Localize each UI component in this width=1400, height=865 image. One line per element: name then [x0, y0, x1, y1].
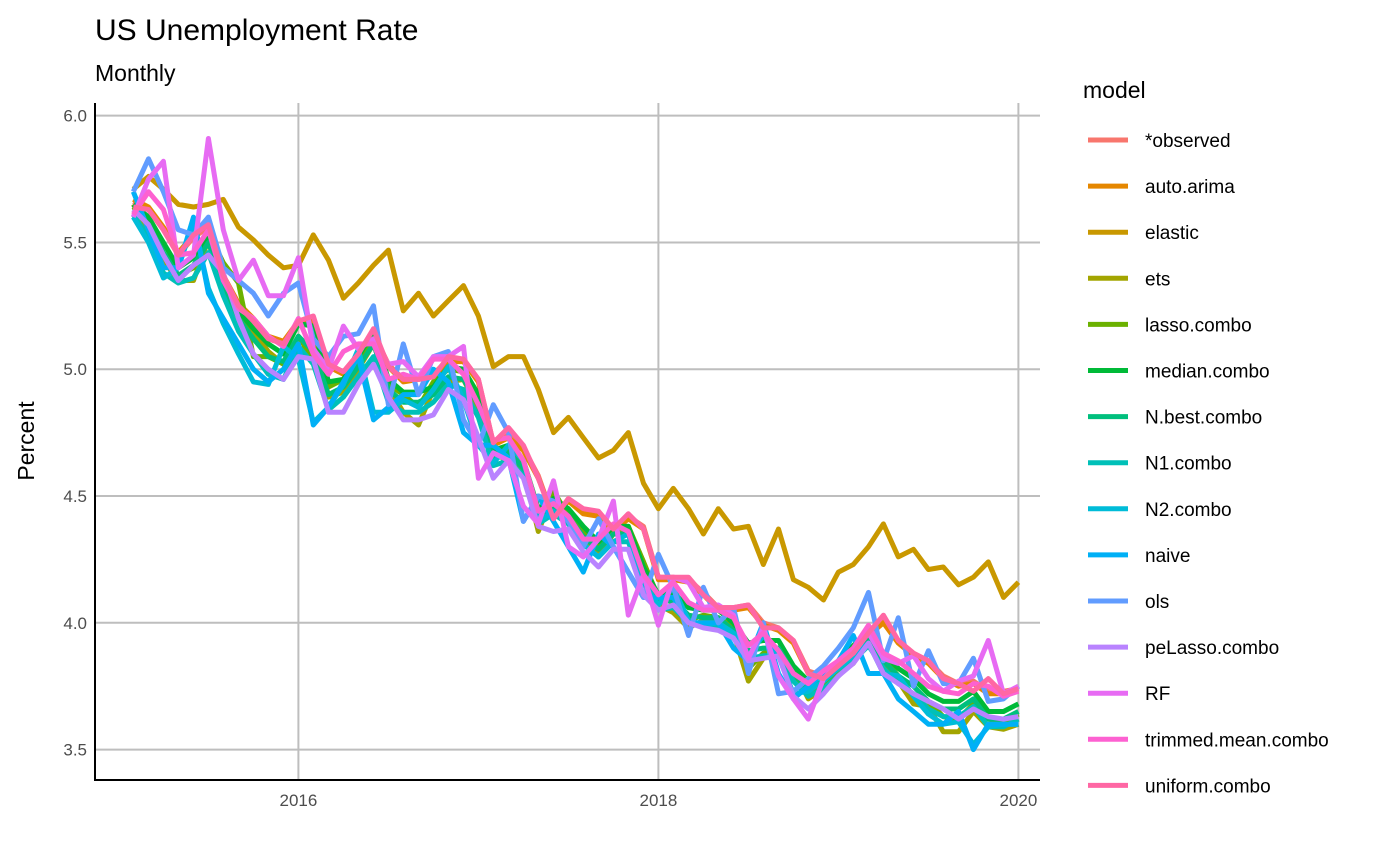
- legend-entry: ols: [1145, 592, 1169, 613]
- y-tick-label: 5.5: [63, 233, 87, 252]
- y-tick-label: 6.0: [63, 107, 87, 126]
- chart-title: US Unemployment Rate: [95, 14, 418, 47]
- legend-entry: *observed: [1145, 131, 1231, 152]
- legend-entry: elastic: [1145, 223, 1199, 244]
- legend-entry: uniform.combo: [1145, 776, 1271, 797]
- x-tick-label: 2016: [279, 791, 317, 810]
- chart-subtitle: Monthly: [95, 60, 176, 86]
- x-tick-label: 2020: [999, 791, 1037, 810]
- legend-entry: auto.arima: [1145, 177, 1235, 198]
- series-line-pelasso-combo: [131, 207, 1019, 722]
- x-tick-label: 2018: [639, 791, 677, 810]
- legend-entry: naive: [1145, 546, 1190, 567]
- y-axis-label: Percent: [13, 401, 39, 481]
- series-line-elastic: [131, 174, 1021, 603]
- series-line-naive: [130, 190, 1019, 753]
- legend: *observed auto.arima elastic ets lasso.combo…: [1088, 131, 1329, 797]
- tick-labels: 3.5 4.0 4.5 5.0 5.5 6.0 2016 2018 2020: [63, 107, 1037, 810]
- legend-entry: N.best.combo: [1145, 408, 1262, 429]
- y-tick-label: 5.0: [63, 360, 87, 379]
- legend-entry: trimmed.mean.combo: [1145, 730, 1329, 751]
- series-lines: [130, 136, 1021, 753]
- axes: [94, 103, 1040, 781]
- y-tick-label: 4.5: [63, 487, 87, 506]
- legend-title: model: [1083, 77, 1146, 103]
- y-tick-label: 4.0: [63, 614, 87, 633]
- series-line-uniform-combo: [132, 204, 1020, 697]
- legend-entry: lasso.combo: [1145, 315, 1252, 336]
- legend-entry: median.combo: [1145, 362, 1270, 383]
- legend-entry: ets: [1145, 269, 1170, 290]
- legend-entry: peLasso.combo: [1145, 638, 1279, 659]
- legend-entry: RF: [1145, 684, 1170, 705]
- legend-entry: N2.combo: [1145, 500, 1232, 521]
- series-line-rf: [130, 136, 1020, 722]
- series-line-median-combo: [131, 202, 1020, 714]
- legend-entry: N1.combo: [1145, 454, 1232, 475]
- y-tick-label: 3.5: [63, 741, 87, 760]
